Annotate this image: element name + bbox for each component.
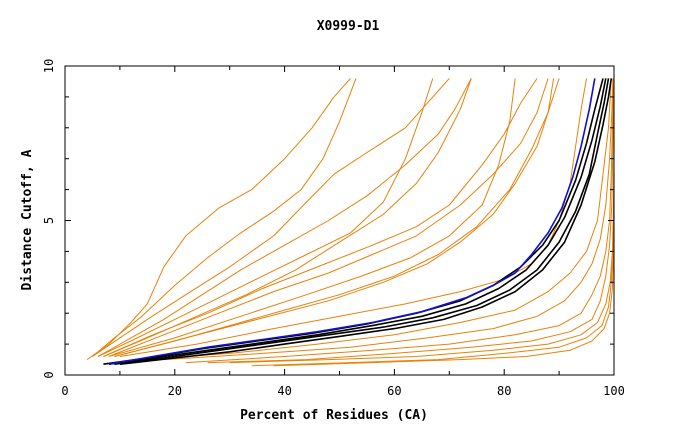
series-line-orange-7	[108, 78, 549, 357]
x-tick-label-100: 100	[603, 384, 625, 398]
tick-layer: 0 20 40 60 80 100 0 5 10	[42, 59, 625, 398]
series-line-orange-15	[207, 78, 614, 364]
series-line-orange-13	[163, 78, 614, 361]
series-line-orange-12	[141, 78, 612, 361]
series-line-black-22	[119, 78, 613, 365]
series-line-orange-4	[97, 78, 434, 357]
series-layer	[86, 78, 615, 367]
x-axis-label: Percent of Residues (CA)	[240, 408, 428, 423]
series-line-black-20	[108, 78, 607, 365]
x-tick-label-20: 20	[168, 384, 182, 398]
y-axis-label: Distance Cutoff, A	[20, 149, 35, 290]
series-line-orange-17	[251, 78, 615, 367]
series-line-orange-18	[273, 78, 615, 367]
series-line-black-21	[114, 78, 610, 365]
x-tick-label-0: 0	[61, 384, 68, 398]
series-line-orange-5	[103, 78, 472, 357]
y-tick-label-10: 10	[42, 59, 56, 73]
series-line-blue-23	[108, 78, 596, 365]
x-tick-label-80: 80	[497, 384, 511, 398]
series-line-orange-3	[97, 78, 472, 357]
x-tick-label-60: 60	[387, 384, 401, 398]
series-line-orange-8	[108, 78, 516, 357]
y-tick-label-5: 5	[42, 217, 56, 224]
series-line-orange-6	[103, 78, 538, 357]
series-line-orange-9	[114, 78, 560, 357]
chart-title: X0999-D1	[317, 19, 380, 34]
series-line-orange-1	[92, 78, 357, 357]
series-line-orange-14	[185, 78, 614, 364]
series-line-orange-11	[119, 78, 587, 357]
series-line-orange-2	[92, 78, 450, 357]
y-tick-label-0: 0	[42, 371, 56, 378]
x-tick-label-40: 40	[277, 384, 291, 398]
series-line-black-19	[103, 78, 604, 365]
series-line-orange-10	[114, 78, 555, 357]
series-line-orange-0	[86, 78, 351, 361]
